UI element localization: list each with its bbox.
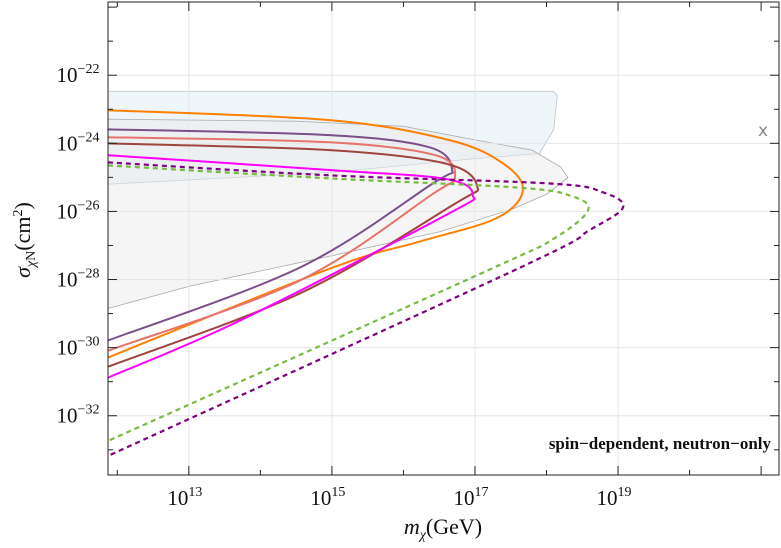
y-tick-label: 10−24 [57,130,100,155]
corner-mark: x [758,121,768,141]
x-axis-label: mχ(GeV) [404,514,482,543]
annotation: spin−dependent, neutron−only [549,434,772,453]
series-curve-2 [107,136,457,352]
x-tick-label: 1019 [597,485,632,510]
y-axis-label: σχN(cm2) [10,202,39,278]
x-tick-label: 1017 [453,485,488,510]
y-tick-label: 10−28 [57,267,100,292]
y-tick-label: 10−22 [57,62,100,87]
x-tick-label: 1013 [167,485,202,510]
series-curve-0 [107,109,524,359]
plot-frame [107,1,780,476]
y-tick-label: 10−30 [57,335,100,360]
x-tick-label: 1015 [310,485,345,510]
y-tick-label: 10−26 [57,198,100,223]
y-tick-label: 10−32 [57,403,100,428]
series-curve-4 [107,154,476,379]
excluded-region-1 [107,118,569,310]
series-curve-1 [107,128,454,342]
